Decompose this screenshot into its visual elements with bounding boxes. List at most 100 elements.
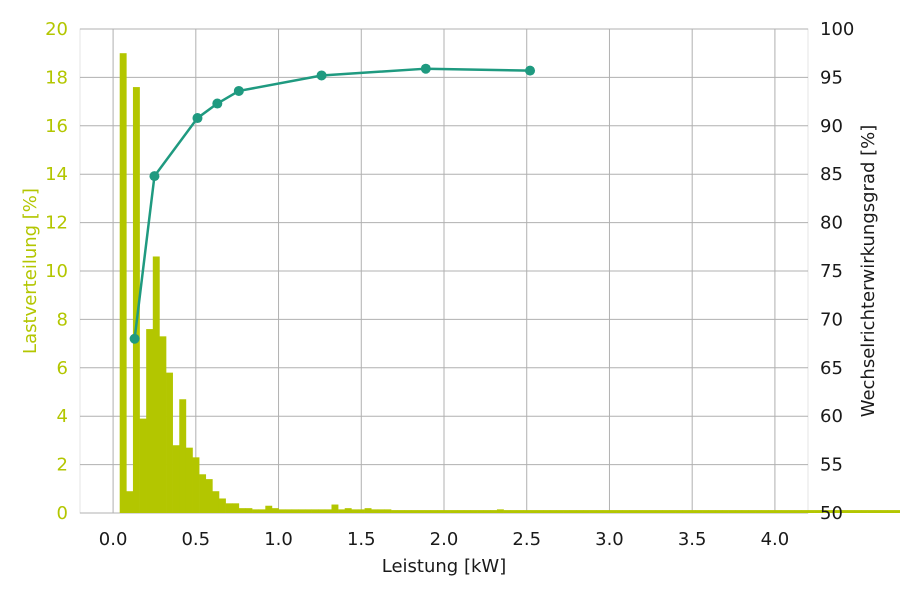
histogram-bar bbox=[271, 508, 279, 513]
histogram-bar bbox=[483, 510, 491, 513]
histogram-bar bbox=[821, 510, 829, 513]
y-left-tick-label: 4 bbox=[57, 406, 68, 427]
histogram-bar bbox=[695, 510, 703, 513]
histogram-bar bbox=[801, 510, 809, 513]
histogram-bar bbox=[549, 510, 557, 513]
histogram-bar bbox=[371, 509, 379, 513]
histogram-bar bbox=[139, 418, 147, 513]
histogram-bars bbox=[119, 53, 900, 513]
histogram-bar bbox=[543, 510, 551, 513]
histogram-bar bbox=[311, 509, 319, 513]
histogram-bar bbox=[702, 510, 710, 513]
y-left-tick-label: 2 bbox=[57, 455, 68, 476]
histogram-bar bbox=[602, 510, 610, 513]
x-tick-label: 3.5 bbox=[678, 529, 707, 550]
efficiency-point bbox=[316, 70, 327, 81]
histogram-bar bbox=[589, 510, 597, 513]
efficiency-point bbox=[233, 85, 244, 96]
histogram-bar bbox=[755, 510, 762, 513]
histogram-bar bbox=[351, 509, 359, 513]
histogram-bar bbox=[887, 510, 895, 513]
histogram-bar bbox=[682, 510, 690, 513]
histogram-bar bbox=[437, 510, 445, 513]
x-tick-label: 1.5 bbox=[347, 529, 376, 550]
histogram-bar bbox=[794, 510, 802, 513]
x-tick-label: 2.5 bbox=[512, 529, 541, 550]
x-axis-label: Leistung [kW] bbox=[382, 556, 506, 577]
histogram-bar bbox=[841, 510, 849, 513]
histogram-bar bbox=[417, 510, 425, 513]
histogram-bar bbox=[609, 510, 617, 513]
histogram-bar bbox=[768, 510, 776, 513]
histogram-bar bbox=[649, 510, 657, 513]
y-left-tick-label: 16 bbox=[45, 116, 68, 137]
histogram-bar bbox=[530, 510, 537, 513]
histogram-bar bbox=[245, 508, 253, 513]
histogram-bar bbox=[212, 491, 220, 513]
histogram-bar bbox=[225, 503, 233, 513]
histogram-bar bbox=[635, 510, 643, 513]
y-left-tick-label: 18 bbox=[45, 67, 68, 88]
y-left-tick-label: 14 bbox=[45, 164, 68, 185]
efficiency-point bbox=[192, 113, 203, 124]
histogram-bar bbox=[384, 509, 392, 513]
x-tick-label: 3.0 bbox=[595, 529, 624, 550]
y-right-tick-label: 65 bbox=[820, 358, 843, 379]
histogram-bar bbox=[523, 510, 531, 513]
histogram-bar bbox=[655, 510, 663, 513]
y-right-tick-label: 100 bbox=[820, 19, 854, 40]
y-right-tick-label: 80 bbox=[820, 213, 843, 234]
y-right-tick-label: 60 bbox=[820, 406, 843, 427]
histogram-bar bbox=[629, 510, 637, 513]
y-left-tick-label: 0 bbox=[57, 503, 68, 524]
histogram-bar bbox=[126, 491, 134, 513]
y-right-axis-label: Wechselrichterwirkungsgrad [%] bbox=[858, 125, 879, 418]
histogram-bar bbox=[364, 508, 372, 513]
histogram-bar bbox=[556, 510, 564, 513]
histogram-bar bbox=[410, 510, 418, 513]
histogram-bar bbox=[761, 510, 769, 513]
histogram-bar bbox=[258, 509, 266, 513]
efficiency-line bbox=[129, 63, 536, 344]
histogram-bar bbox=[669, 510, 676, 513]
histogram-bar bbox=[582, 510, 590, 513]
histogram-bar bbox=[735, 510, 743, 513]
efficiency-point bbox=[525, 65, 536, 76]
y-right-tick-label: 90 bbox=[820, 116, 843, 137]
histogram-bar bbox=[774, 510, 782, 513]
y-right-tick-label: 55 bbox=[820, 455, 843, 476]
y-left-tick-label: 12 bbox=[45, 213, 68, 234]
histogram-bar bbox=[675, 510, 683, 513]
histogram-bar bbox=[172, 445, 180, 513]
histogram-bar bbox=[357, 509, 365, 513]
histogram-bar bbox=[298, 509, 306, 513]
histogram-bar bbox=[344, 508, 352, 513]
y-left-tick-label: 10 bbox=[45, 261, 68, 282]
histogram-bar bbox=[232, 503, 240, 513]
histogram-bar bbox=[159, 336, 167, 513]
y-left-tick-label: 6 bbox=[57, 358, 68, 379]
histogram-bar bbox=[132, 87, 140, 513]
histogram-bar bbox=[179, 399, 187, 513]
histogram-bar bbox=[324, 509, 332, 513]
histogram-bar bbox=[834, 510, 842, 513]
histogram-bar bbox=[741, 510, 749, 513]
histogram-bar bbox=[377, 509, 385, 513]
histogram-bar bbox=[199, 474, 207, 513]
histogram-bar bbox=[218, 498, 226, 513]
histogram-bar bbox=[788, 510, 796, 513]
histogram-bar bbox=[424, 510, 432, 513]
y-left-axis-label: Lastverteilung [%] bbox=[20, 188, 41, 354]
histogram-bar bbox=[569, 510, 577, 513]
y-left-tick-labels: 0 2 4 6 8 10 12 14 16 18 20 bbox=[45, 19, 68, 524]
histogram-bar bbox=[503, 510, 511, 513]
x-tick-label: 4.0 bbox=[761, 529, 790, 550]
efficiency-point bbox=[149, 171, 160, 182]
histogram-bar bbox=[444, 510, 451, 513]
histogram-bar bbox=[338, 509, 346, 513]
efficiency-point bbox=[212, 98, 223, 109]
histogram-bar bbox=[490, 510, 498, 513]
histogram-bar bbox=[715, 510, 723, 513]
y-left-tick-label: 8 bbox=[57, 309, 68, 330]
